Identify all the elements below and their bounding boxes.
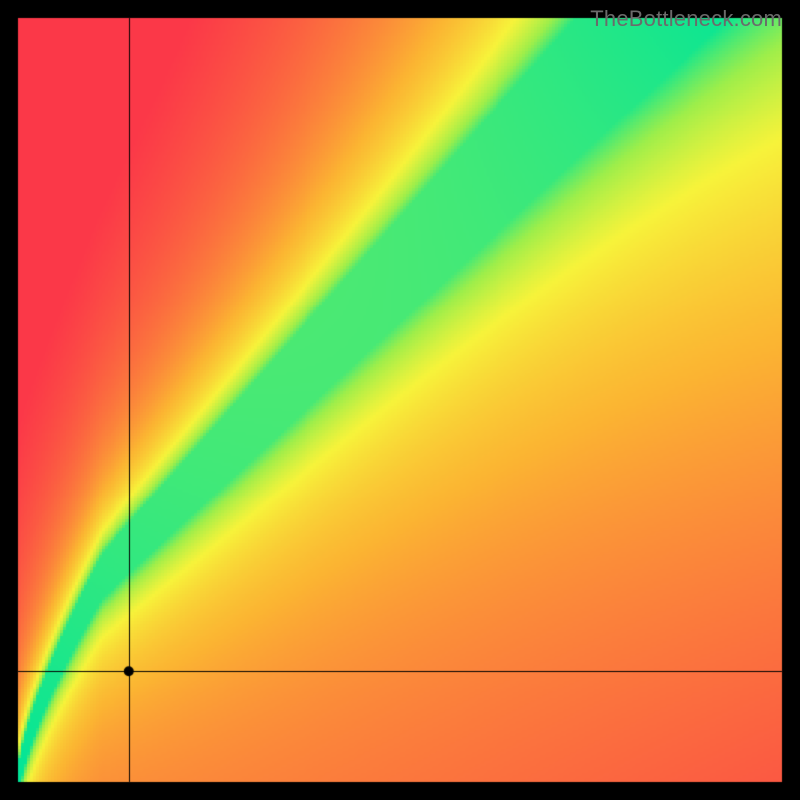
crosshair-overlay (0, 0, 800, 800)
watermark-text: TheBottleneck.com (590, 6, 782, 32)
